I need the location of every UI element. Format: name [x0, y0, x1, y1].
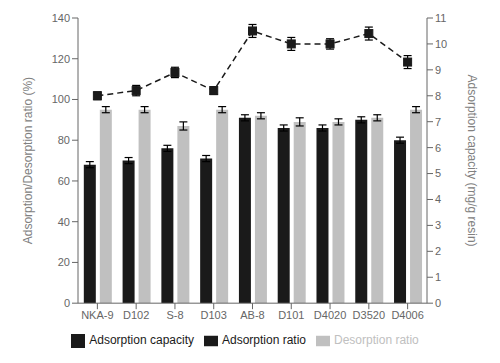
svg-text:5: 5	[435, 167, 441, 179]
svg-text:Adsorption/Desorption ratio (%: Adsorption/Desorption ratio (%)	[21, 77, 35, 244]
svg-text:120: 120	[52, 53, 70, 65]
svg-text:11: 11	[435, 12, 446, 24]
svg-text:40: 40	[58, 216, 70, 228]
svg-text:Adsorption capacity (mg/g resi: Adsorption capacity (mg/g resin)	[465, 75, 479, 247]
svg-text:D101: D101	[278, 309, 304, 321]
svg-text:60: 60	[58, 175, 70, 187]
svg-text:2: 2	[435, 245, 441, 257]
svg-text:140: 140	[52, 12, 70, 24]
html-text:Adsorption capacity: Adsorption capacity	[89, 333, 194, 348]
svg-text:0: 0	[64, 297, 70, 309]
svg-text:80: 80	[58, 134, 70, 146]
svg-text:D103: D103	[201, 309, 227, 321]
svg-text:10: 10	[435, 38, 447, 50]
svg-text:D4006: D4006	[391, 309, 423, 321]
html-text:Desorption ratio: Desorption ratio	[334, 333, 419, 348]
svg-text:S-8: S-8	[166, 309, 183, 321]
svg-text:100: 100	[52, 93, 70, 105]
html-text:Adsorption ratio: Adsorption ratio	[222, 333, 306, 348]
svg-text:6: 6	[435, 142, 441, 154]
svg-text:D3520: D3520	[353, 309, 385, 321]
svg-text:20: 20	[58, 256, 70, 268]
svg-text:4: 4	[435, 193, 441, 205]
svg-text:0: 0	[435, 297, 441, 309]
svg-text:8: 8	[435, 90, 441, 102]
svg-text:3: 3	[435, 219, 441, 231]
svg-text:1: 1	[435, 271, 441, 283]
svg-text:AB-8: AB-8	[240, 309, 264, 321]
svg-text:9: 9	[435, 64, 441, 76]
svg-text:7: 7	[435, 116, 441, 128]
svg-text:NKA-9: NKA-9	[81, 309, 113, 321]
svg-text:D102: D102	[123, 309, 149, 321]
svg-text:D4020: D4020	[314, 309, 346, 321]
